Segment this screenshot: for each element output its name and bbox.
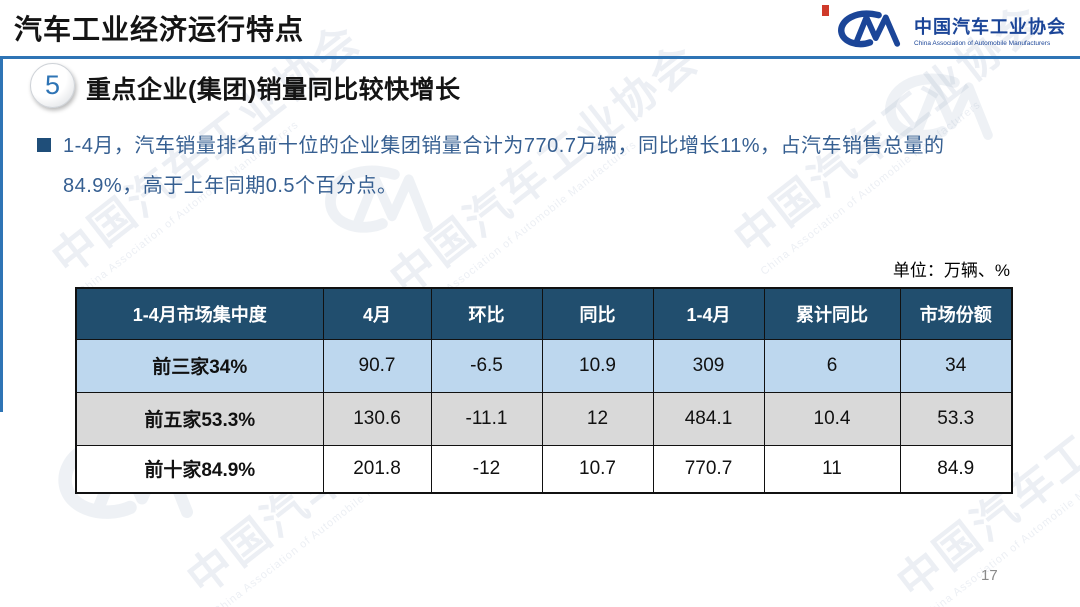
row-label-cell: 前三家34%	[75, 338, 324, 393]
table-header-cell: 环比	[430, 287, 543, 340]
red-mark	[822, 5, 829, 16]
bullet-marker-icon	[37, 138, 51, 152]
bullet-paragraph: 1-4月，汽车销量排名前十位的企业集团销量合计为770.7万辆，同比增长11%，…	[37, 126, 1012, 206]
page-title: 汽车工业经济运行特点	[14, 14, 305, 45]
table-cell: 6	[763, 338, 901, 393]
table-header-cell: 4月	[322, 287, 432, 340]
table-cell: 309	[652, 338, 765, 393]
section-number-badge: 5	[30, 63, 75, 108]
table-cell: 484.1	[652, 391, 765, 446]
table-header-cell: 1-4月市场集中度	[75, 287, 324, 340]
table-cell: 12	[541, 391, 654, 446]
table-row: 前三家34% 90.7 -6.5 10.9 309 6 34	[75, 338, 1013, 393]
table-cell: -11.1	[430, 391, 543, 446]
table-cell: 201.8	[322, 444, 432, 494]
table-cell: 770.7	[652, 444, 765, 494]
market-concentration-table: 1-4月市场集中度 4月 环比 同比 1-4月 累计同比 市场份额 前三家34%…	[75, 287, 1013, 494]
table-cell: 10.9	[541, 338, 654, 393]
table-cell: 10.7	[541, 444, 654, 494]
org-name-en: China Association of Automobile Manufact…	[914, 39, 1051, 47]
table-cell: 34	[899, 338, 1013, 393]
org-logo-swoosh-icon	[838, 10, 901, 48]
table-cell: 130.6	[322, 391, 432, 446]
table-row: 前五家53.3% 130.6 -11.1 12 484.1 10.4 53.3	[75, 391, 1013, 446]
table-header-cell: 同比	[541, 287, 654, 340]
section-heading: 重点企业(集团)销量同比较快增长	[86, 76, 461, 104]
table-header-cell: 市场份额	[899, 287, 1013, 340]
header-divider	[0, 56, 1080, 59]
row-label-cell: 前五家53.3%	[75, 391, 324, 446]
table-header-cell: 累计同比	[763, 287, 901, 340]
table-row: 前十家84.9% 201.8 -12 10.7 770.7 11 84.9	[75, 444, 1013, 494]
table-cell: 10.4	[763, 391, 901, 446]
table-cell: 53.3	[899, 391, 1013, 446]
page-number: 17	[981, 567, 998, 584]
org-logo-text: 中国汽车工业协会 China Association of Automobile…	[914, 13, 1066, 47]
table-cell: 90.7	[322, 338, 432, 393]
left-edge-rule	[0, 57, 3, 412]
table-cell: 11	[763, 444, 901, 494]
table-unit-label: 单位：万辆、%	[892, 261, 1010, 280]
table-cell: -6.5	[430, 338, 543, 393]
row-label-cell: 前十家84.9%	[75, 444, 324, 494]
org-name: 中国汽车工业协会	[914, 16, 1066, 37]
bullet-text: 1-4月，汽车销量排名前十位的企业集团销量合计为770.7万辆，同比增长11%，…	[63, 135, 945, 197]
table-cell: -12	[430, 444, 543, 494]
table-header-row: 1-4月市场集中度 4月 环比 同比 1-4月 累计同比 市场份额	[75, 287, 1013, 340]
table-cell: 84.9	[899, 444, 1013, 494]
org-logo: 中国汽车工业协会 China Association of Automobile…	[834, 8, 1066, 51]
table-header-cell: 1-4月	[652, 287, 765, 340]
